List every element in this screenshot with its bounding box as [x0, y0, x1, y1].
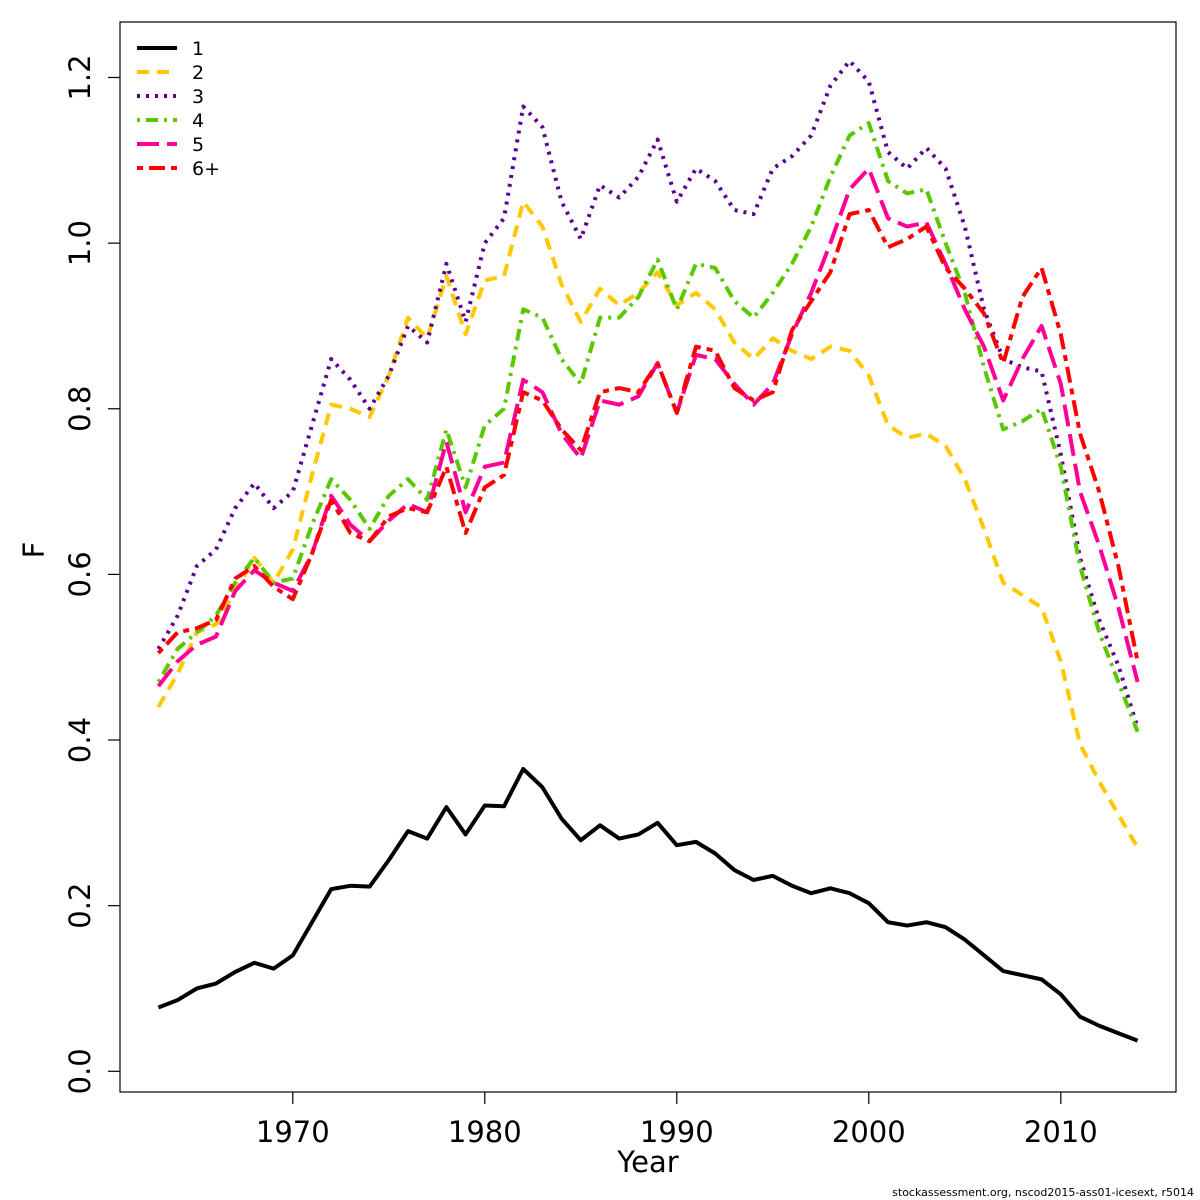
series-line	[157, 767, 1139, 1043]
x-tick-label: 2010	[1024, 1115, 1098, 1149]
legend-label: 4	[192, 110, 204, 132]
y-tick-label: 0.8	[63, 386, 97, 432]
y-tick-label: 0.0	[63, 1048, 97, 1094]
series-line	[156, 207, 1140, 662]
x-tick-label: 2000	[832, 1115, 906, 1149]
series-line	[156, 199, 1140, 849]
legend-label: 1	[192, 38, 204, 60]
caption: stockassessment.org, nscod2015-ass01-ice…	[892, 1186, 1194, 1199]
x-tick-label: 1990	[640, 1115, 714, 1149]
y-tick-label: 1.0	[63, 220, 97, 266]
legend-label: 2	[192, 62, 204, 84]
y-axis-label: F	[17, 542, 51, 559]
legend-label: 5	[192, 134, 204, 156]
y-tick-label: 0.2	[63, 883, 97, 929]
x-axis-label: Year	[616, 1145, 678, 1179]
legend-label: 3	[192, 86, 204, 108]
plot-box	[119, 21, 1177, 1093]
y-tick-label: 1.2	[63, 54, 97, 100]
y-tick-label: 0.6	[63, 551, 97, 597]
series-line	[156, 58, 1140, 729]
y-tick-label: 0.4	[63, 717, 97, 763]
series-line	[156, 121, 1140, 733]
x-tick-label: 1970	[256, 1115, 330, 1149]
x-tick-label: 1980	[448, 1115, 522, 1149]
legend-label: 6+	[192, 158, 220, 180]
series-line	[156, 166, 1140, 688]
